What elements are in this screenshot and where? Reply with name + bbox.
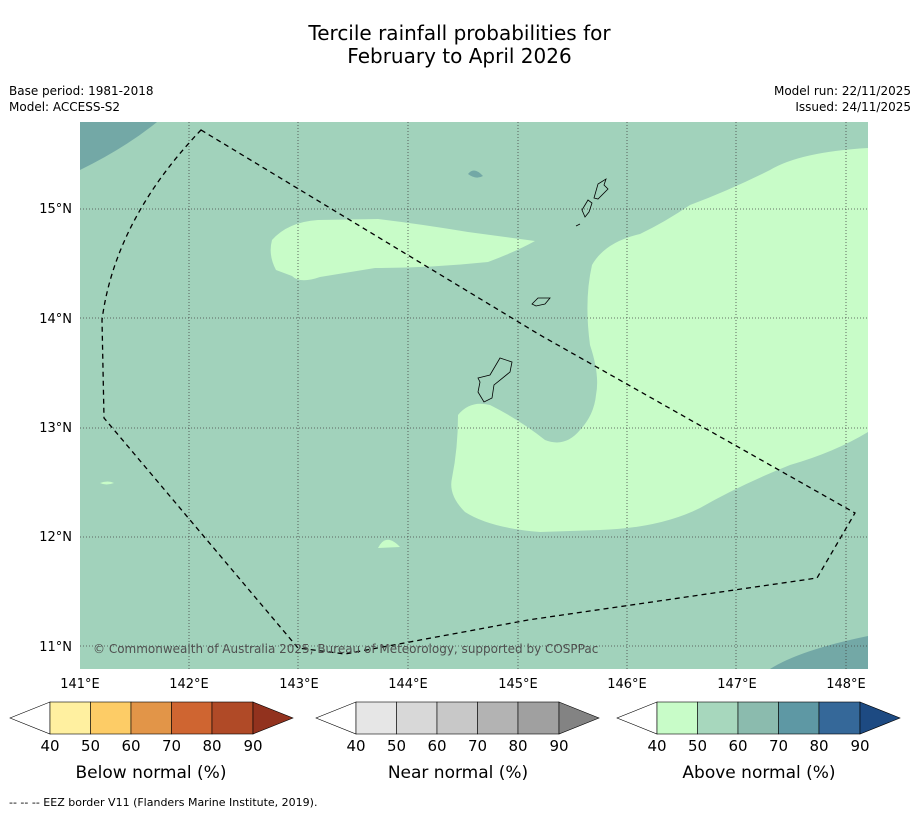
cb-above-tick: 80	[809, 737, 828, 755]
cb-above-segment	[656, 701, 698, 735]
island-outlines	[477, 178, 609, 403]
cb-above-segment	[737, 701, 779, 735]
lon-label: 146°E	[607, 677, 647, 692]
lon-label: 148°E	[826, 677, 866, 692]
eez-footnote: -- -- -- EEZ border V11 (Flanders Marine…	[9, 796, 318, 809]
cb-near-segment	[355, 701, 397, 735]
meta-right: Model run: 22/11/2025 Issued: 24/11/2025	[774, 83, 911, 115]
cb-near-tick: 50	[387, 737, 406, 755]
cb-below-segment	[49, 701, 91, 735]
cb-above-tick: 60	[728, 737, 747, 755]
cb-below-high-arrow	[252, 701, 294, 735]
lon-label: 147°E	[717, 677, 757, 692]
map-gridlines	[80, 122, 868, 669]
island-sarigan	[581, 199, 593, 218]
region-above-60-se	[770, 636, 868, 669]
region-above-40-east	[451, 148, 868, 532]
rainfall-map: © Commonwealth of Australia 2025, Bureau…	[39, 122, 868, 692]
cb-near-low-arrow	[315, 701, 357, 735]
eez-border	[101, 129, 856, 655]
island-guam	[477, 357, 513, 403]
cb-above-tick: 40	[647, 737, 666, 755]
cb-near-segment	[477, 701, 519, 735]
colorbar-above-normal: 40 50 60 70 80 90 Above normal (%)	[616, 701, 901, 783]
lat-label: 12°N	[39, 530, 72, 545]
cb-near-title: Near normal (%)	[388, 763, 528, 783]
cb-near-tick: 70	[468, 737, 487, 755]
colorbar-below-normal: 40 50 60 70 80 90 Below normal (%)	[9, 701, 294, 783]
region-above-40-spot-1	[378, 539, 400, 548]
cb-below-tick: 80	[202, 737, 221, 755]
cb-near-tick: 40	[346, 737, 365, 755]
island-islet	[575, 223, 581, 227]
cb-near-segment	[396, 701, 438, 735]
cb-near-tick: 80	[508, 737, 527, 755]
cb-below-tick: 40	[40, 737, 59, 755]
cb-above-tick: 90	[850, 737, 869, 755]
model-name: Model: ACCESS-S2	[9, 100, 121, 114]
cb-above-tick: 50	[688, 737, 707, 755]
cb-above-title: Above normal (%)	[682, 763, 835, 783]
cb-near-tick: 90	[549, 737, 568, 755]
island-rota	[531, 297, 551, 307]
cb-above-high-arrow	[859, 701, 901, 735]
cb-below-title: Below normal (%)	[76, 763, 227, 783]
cb-below-tick: 70	[162, 737, 181, 755]
region-above-60-nw	[80, 122, 157, 170]
cb-above-segment	[697, 701, 739, 735]
region-above-60-islet	[468, 170, 483, 178]
cb-above-tick: 70	[769, 737, 788, 755]
region-above-40-spot-2	[100, 481, 114, 485]
cb-near-segment	[517, 701, 560, 735]
region-above-40-west	[270, 219, 535, 281]
cb-below-segment	[211, 701, 254, 735]
lat-label: 11°N	[39, 640, 72, 655]
cb-below-segment	[171, 701, 213, 735]
cb-below-low-arrow	[9, 701, 51, 735]
lon-label: 145°E	[498, 677, 538, 692]
cb-below-segment	[90, 701, 132, 735]
lat-labels: 15°N 14°N 13°N 12°N 11°N	[39, 202, 72, 655]
copyright-text: © Commonwealth of Australia 2025, Bureau…	[93, 642, 598, 656]
cb-below-tick: 60	[121, 737, 140, 755]
lat-label: 15°N	[39, 202, 72, 217]
base-period: Base period: 1981-2018	[9, 84, 154, 98]
island-anatahan	[593, 178, 609, 200]
lon-labels: 141°E 142°E 143°E 144°E 145°E 146°E 147°…	[60, 677, 866, 692]
cb-above-segment	[778, 701, 820, 735]
lat-label: 14°N	[39, 312, 72, 327]
cb-near-segment	[436, 701, 478, 735]
lat-label: 13°N	[39, 421, 72, 436]
cb-below-tick: 90	[243, 737, 262, 755]
cb-below-segment	[130, 701, 172, 735]
cb-near-high-arrow	[558, 701, 600, 735]
lon-label: 142°E	[169, 677, 209, 692]
meta-left: Base period: 1981-2018 Model: ACCESS-S2	[9, 83, 154, 115]
lon-label: 143°E	[279, 677, 319, 692]
page-title: Tercile rainfall probabilities for Febru…	[0, 22, 919, 68]
cb-near-tick: 60	[427, 737, 446, 755]
cb-above-low-arrow	[616, 701, 658, 735]
title-line-1: Tercile rainfall probabilities for	[308, 21, 611, 45]
lon-label: 141°E	[60, 677, 100, 692]
colorbar-near-normal: 40 50 60 70 80 90 Near normal (%)	[315, 701, 600, 783]
model-run: Model run: 22/11/2025	[773, 84, 911, 98]
title-line-2: February to April 2026	[347, 44, 572, 68]
lon-label: 144°E	[388, 677, 428, 692]
cb-above-segment	[818, 701, 861, 735]
issued-date: Issued: 24/11/2025	[795, 100, 911, 114]
cb-below-tick: 50	[81, 737, 100, 755]
